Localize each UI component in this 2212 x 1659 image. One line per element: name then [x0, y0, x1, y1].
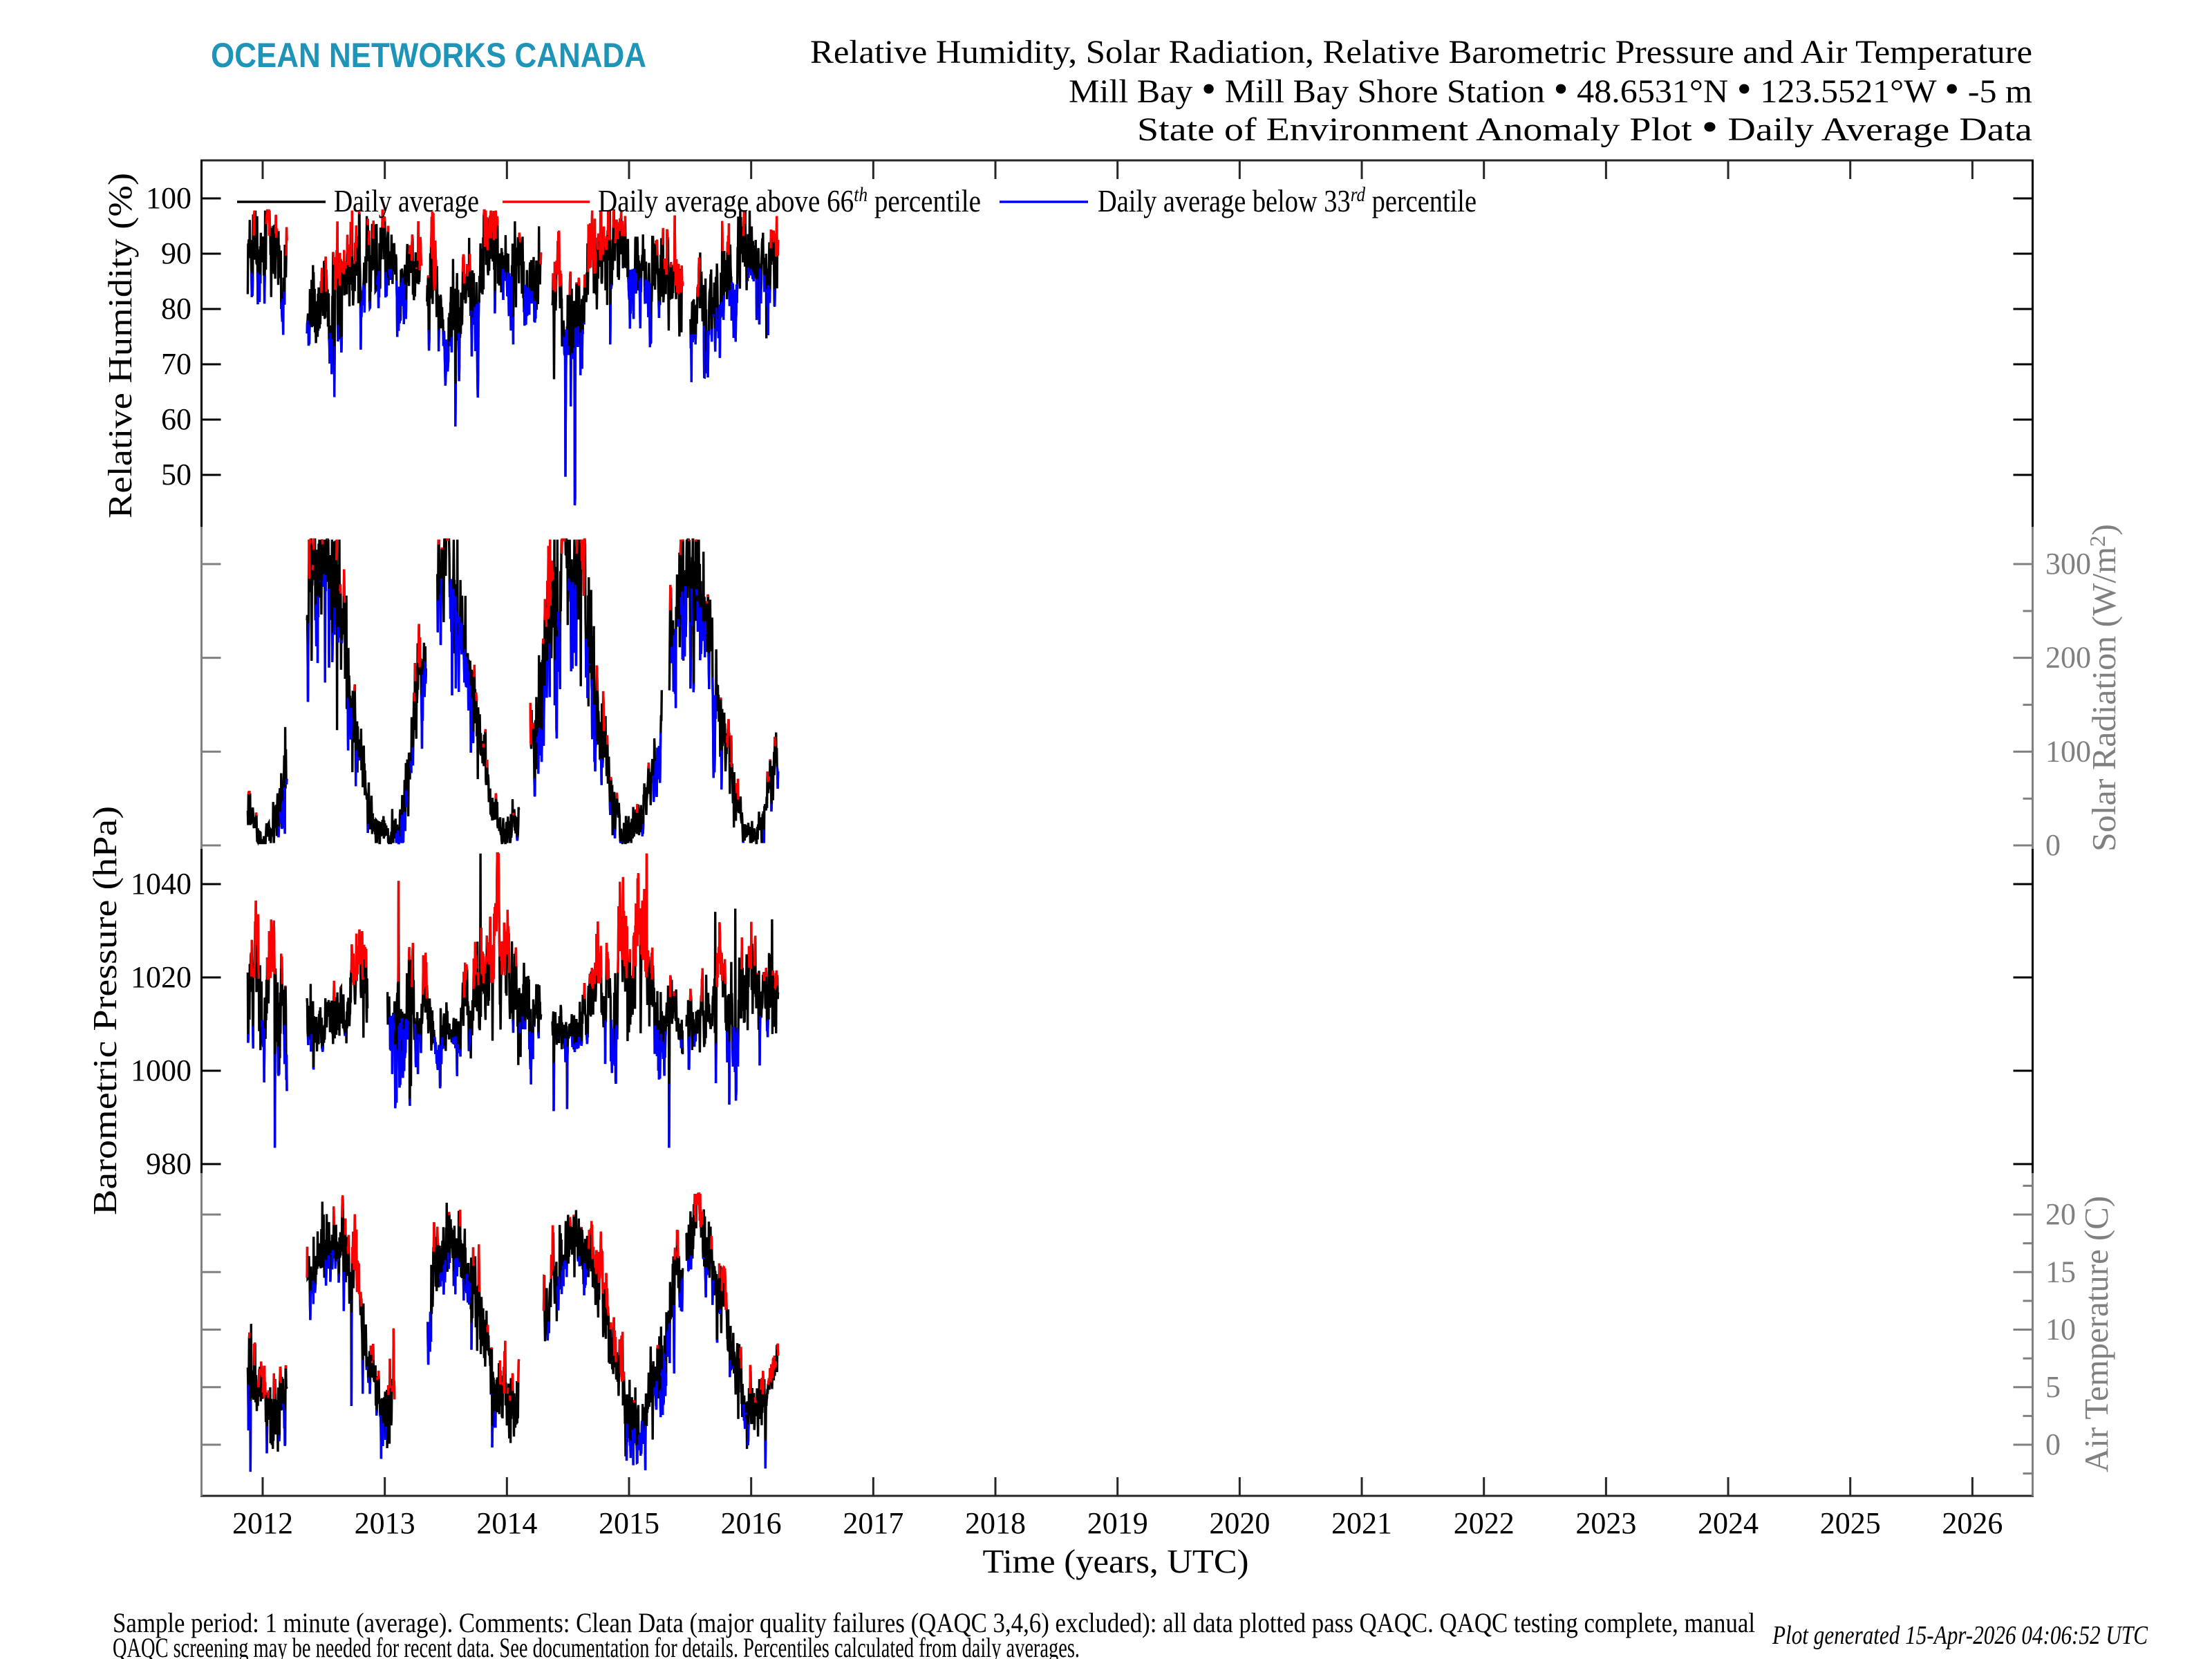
- svg-text:2024: 2024: [1698, 1506, 1759, 1540]
- svg-text:100: 100: [146, 181, 191, 215]
- svg-text:90: 90: [161, 236, 191, 270]
- svg-text:Solar Radiation (W/m2): Solar Radiation (W/m2): [2085, 524, 2123, 852]
- svg-text:100: 100: [2045, 734, 2091, 768]
- svg-text:Barometric Pressure (hPa): Barometric Pressure (hPa): [86, 806, 124, 1215]
- svg-text:Daily average below 33rd perce: Daily average below 33rd percentile: [1098, 183, 1477, 218]
- svg-text:2018: 2018: [965, 1506, 1026, 1540]
- svg-text:2019: 2019: [1087, 1506, 1148, 1540]
- svg-text:300: 300: [2045, 547, 2091, 581]
- svg-text:OCEAN NETWORKS CANADA: OCEAN NETWORKS CANADA: [211, 36, 646, 75]
- svg-text:Sample period: 1 minute (avera: Sample period: 1 minute (average). Comme…: [113, 1607, 1755, 1638]
- svg-text:2013: 2013: [355, 1506, 415, 1540]
- svg-text:State of Environment Anomaly P: State of Environment Anomaly Plot • Dail…: [1137, 104, 2032, 149]
- svg-text:Relative Humidity (%): Relative Humidity (%): [101, 173, 139, 518]
- svg-text:2017: 2017: [843, 1506, 903, 1540]
- svg-text:Time (years, UTC): Time (years, UTC): [983, 1542, 1249, 1580]
- svg-text:Daily average: Daily average: [334, 183, 479, 218]
- svg-text:2021: 2021: [1331, 1506, 1392, 1540]
- svg-text:2012: 2012: [232, 1506, 293, 1540]
- svg-text:Mill Bay • Mill Bay Shore Stat: Mill Bay • Mill Bay Shore Station • 48.6…: [1069, 66, 2032, 111]
- svg-text:20: 20: [2045, 1197, 2076, 1231]
- svg-text:200: 200: [2045, 641, 2091, 675]
- svg-text:QAQC screening may be needed f: QAQC screening may be needed for recent …: [113, 1632, 1080, 1659]
- svg-text:Air Temperature (C): Air Temperature (C): [2077, 1196, 2115, 1472]
- svg-text:2023: 2023: [1575, 1506, 1636, 1540]
- svg-text:15: 15: [2045, 1255, 2076, 1288]
- svg-text:Plot generated 15-Apr-2026 04:: Plot generated 15-Apr-2026 04:06:52 UTC: [1772, 1621, 2148, 1650]
- svg-text:2016: 2016: [721, 1506, 782, 1540]
- svg-text:0: 0: [2045, 1427, 2061, 1461]
- svg-text:2020: 2020: [1209, 1506, 1270, 1540]
- svg-text:2015: 2015: [599, 1506, 659, 1540]
- svg-text:80: 80: [161, 292, 191, 326]
- svg-text:70: 70: [161, 347, 191, 381]
- svg-text:0: 0: [2045, 828, 2061, 862]
- svg-text:980: 980: [146, 1147, 191, 1181]
- svg-text:Daily average above 66th perce: Daily average above 66th percentile: [598, 183, 981, 218]
- svg-text:2026: 2026: [1942, 1506, 2003, 1540]
- svg-text:1020: 1020: [131, 960, 191, 994]
- svg-text:10: 10: [2045, 1313, 2076, 1347]
- svg-text:60: 60: [161, 402, 191, 436]
- svg-text:2025: 2025: [1820, 1506, 1881, 1540]
- svg-text:1000: 1000: [131, 1053, 191, 1087]
- svg-text:1040: 1040: [131, 867, 191, 901]
- svg-text:Relative Humidity, Solar Radia: Relative Humidity, Solar Radiation, Rela…: [810, 34, 2032, 71]
- svg-text:2014: 2014: [476, 1506, 537, 1540]
- svg-text:5: 5: [2045, 1370, 2061, 1404]
- svg-text:2022: 2022: [1454, 1506, 1515, 1540]
- svg-text:50: 50: [161, 458, 191, 491]
